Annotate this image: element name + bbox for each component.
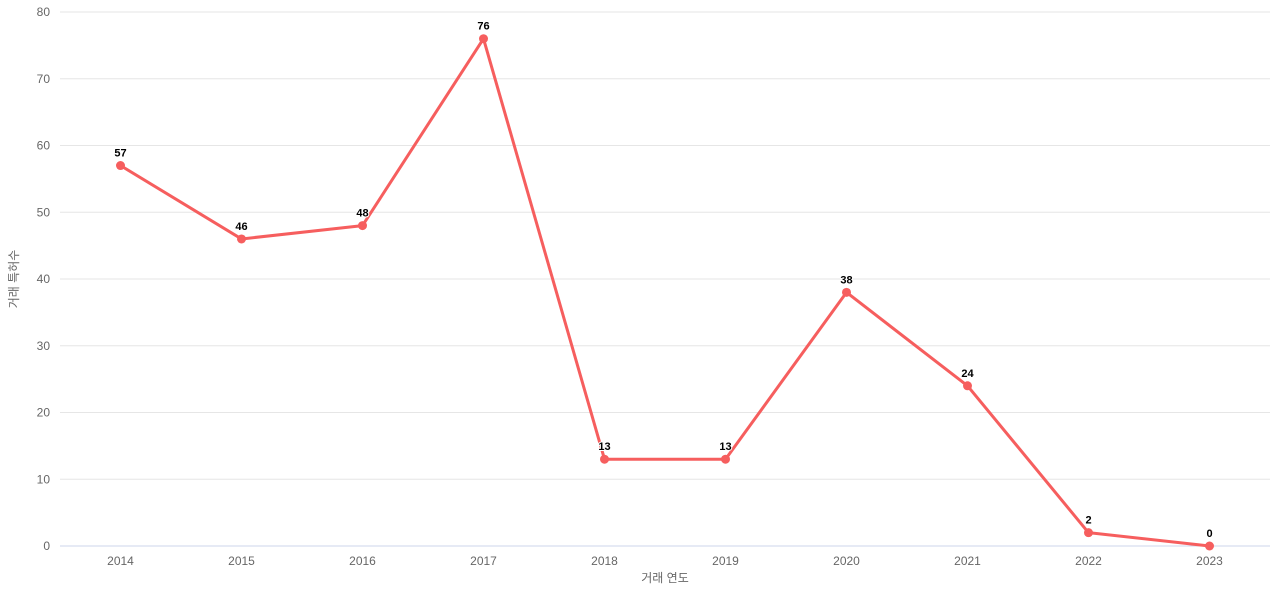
data-point-2016[interactable]: [358, 221, 367, 231]
x-tick-label: 2018: [591, 554, 618, 568]
data-label: 76: [477, 21, 489, 33]
data-point-2015[interactable]: [237, 234, 246, 244]
data-label: 13: [598, 441, 610, 453]
y-tick-label: 70: [37, 72, 51, 86]
y-axis-tick-labels: 0 10 20 30 40 50 60 70 80: [37, 5, 51, 553]
y-tick-label: 60: [37, 139, 51, 153]
x-tick-label: 2019: [712, 554, 739, 568]
y-tick-label: 30: [37, 339, 51, 353]
gridlines: [60, 11, 1270, 547]
data-label: 57: [114, 148, 126, 160]
x-tick-label: 2014: [107, 554, 134, 568]
data-label: 13: [719, 441, 731, 453]
data-label-group: 57 46 48 76 13 13 38 24 2 0: [113, 20, 1213, 541]
data-label: 2: [1085, 515, 1091, 527]
x-axis-tick-labels: 2014 2015 2016 2017 2018 2019 2020 2021 2022 2023: [107, 554, 1223, 568]
y-tick-label: 0: [43, 539, 50, 553]
series-line: [119, 37, 1211, 548]
data-label: 0: [1206, 528, 1212, 540]
x-tick-label: 2015: [228, 554, 255, 568]
series-marker-group: [116, 34, 1214, 551]
data-point-2019[interactable]: [721, 454, 730, 464]
data-point-2023[interactable]: [1205, 541, 1214, 551]
data-label: 24: [961, 368, 974, 380]
x-tick-label: 2017: [470, 554, 497, 568]
series-line-group: [119, 37, 1211, 548]
y-tick-label: 40: [37, 272, 51, 286]
data-label: 48: [356, 208, 368, 220]
data-point-2021[interactable]: [963, 381, 972, 391]
data-label: 38: [840, 274, 852, 286]
x-tick-label: 2020: [833, 554, 860, 568]
y-tick-label: 50: [37, 205, 51, 219]
x-tick-label: 2016: [349, 554, 376, 568]
x-axis-title: 거래 연도: [641, 571, 689, 585]
data-point-2020[interactable]: [842, 287, 851, 297]
x-tick-label: 2022: [1075, 554, 1102, 568]
y-tick-label: 10: [37, 472, 51, 486]
y-tick-label: 20: [37, 406, 51, 420]
data-label: 46: [235, 221, 247, 233]
x-tick-label: 2023: [1196, 554, 1223, 568]
data-point-2017[interactable]: [479, 34, 488, 44]
y-tick-label: 80: [37, 5, 51, 19]
data-point-2014[interactable]: [116, 161, 125, 171]
data-point-2018[interactable]: [600, 454, 609, 464]
data-point-2022[interactable]: [1084, 528, 1093, 538]
y-axis-title: 거래 특허수: [7, 250, 21, 309]
x-tick-label: 2021: [954, 554, 981, 568]
